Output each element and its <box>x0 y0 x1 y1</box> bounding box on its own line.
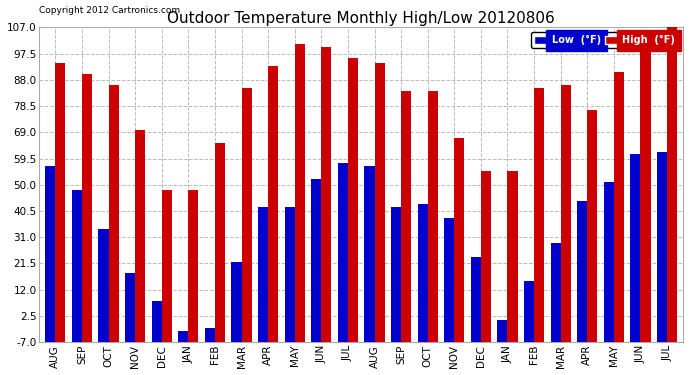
Bar <box>348 58 358 342</box>
Bar <box>72 190 82 342</box>
Bar <box>322 47 331 342</box>
Bar <box>657 152 667 342</box>
Legend: Low  (°F), High  (°F): Low (°F), High (°F) <box>531 32 678 48</box>
Bar <box>284 207 295 342</box>
Bar <box>231 262 241 342</box>
Bar <box>614 72 624 342</box>
Bar <box>188 190 199 342</box>
Bar <box>161 190 172 342</box>
Bar <box>311 179 322 342</box>
Bar <box>640 50 651 342</box>
Bar <box>551 243 561 342</box>
Bar <box>604 182 614 342</box>
Bar <box>125 273 135 342</box>
Bar <box>578 201 587 342</box>
Bar <box>481 171 491 342</box>
Bar <box>508 171 518 342</box>
Bar <box>428 91 438 342</box>
Bar <box>631 154 640 342</box>
Bar <box>561 86 571 342</box>
Bar <box>391 207 401 342</box>
Bar <box>454 138 464 342</box>
Bar <box>82 74 92 342</box>
Bar <box>295 44 305 342</box>
Bar <box>215 143 225 342</box>
Bar <box>401 91 411 342</box>
Bar <box>338 163 348 342</box>
Bar <box>471 256 481 342</box>
Bar <box>135 130 145 342</box>
Bar <box>258 207 268 342</box>
Bar <box>46 165 55 342</box>
Bar <box>417 204 428 342</box>
Bar <box>497 320 508 342</box>
Bar <box>534 88 544 342</box>
Bar <box>99 229 108 342</box>
Bar <box>364 165 375 342</box>
Bar <box>178 331 188 342</box>
Title: Outdoor Temperature Monthly High/Low 20120806: Outdoor Temperature Monthly High/Low 201… <box>168 11 555 26</box>
Bar <box>444 218 454 342</box>
Text: Copyright 2012 Cartronics.com: Copyright 2012 Cartronics.com <box>39 6 181 15</box>
Bar <box>375 63 384 342</box>
Bar <box>587 110 598 342</box>
Bar <box>524 281 534 342</box>
Bar <box>268 66 278 342</box>
Bar <box>241 88 252 342</box>
Bar <box>152 301 161 342</box>
Bar <box>205 328 215 342</box>
Bar <box>667 27 677 342</box>
Bar <box>55 63 66 342</box>
Bar <box>108 86 119 342</box>
